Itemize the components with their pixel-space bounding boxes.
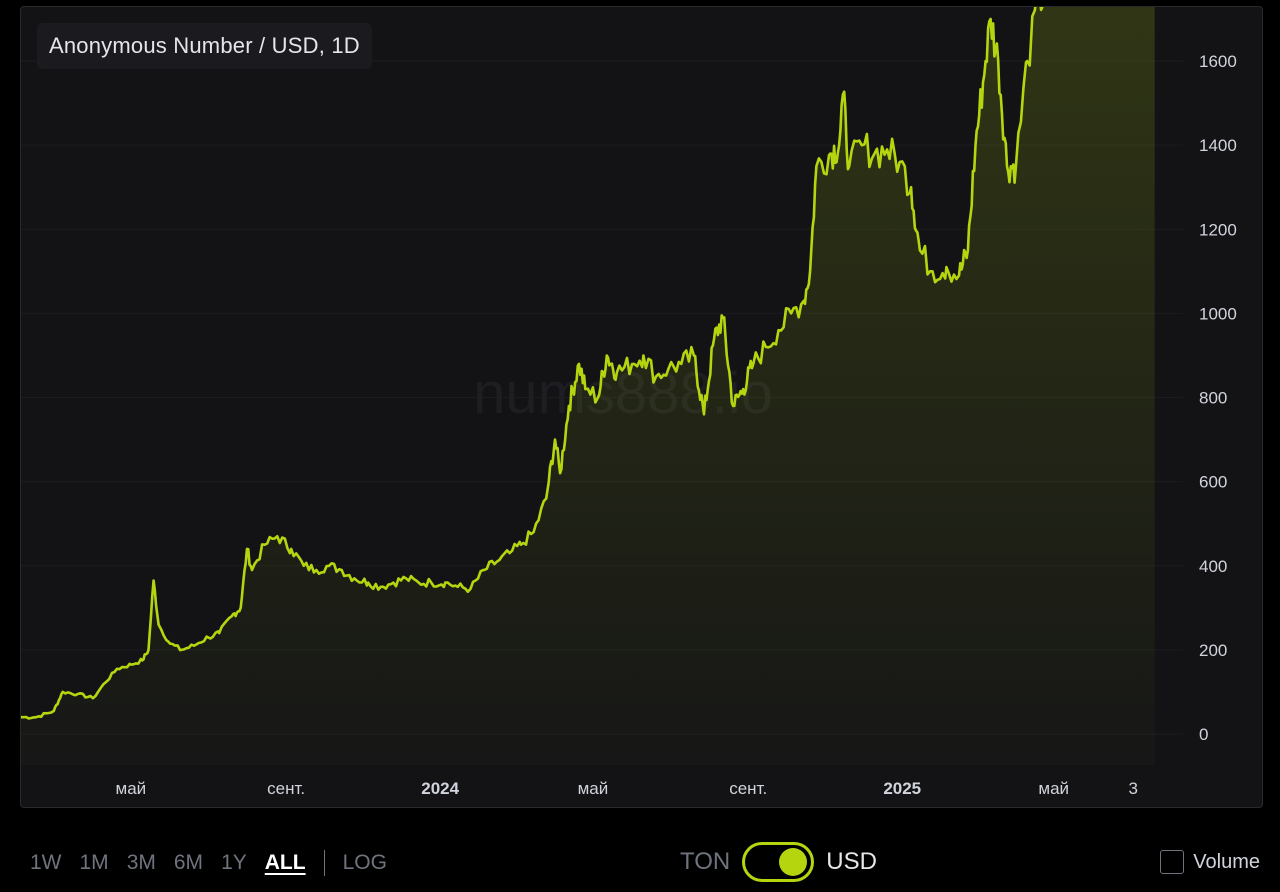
- volume-label: Volume: [1193, 850, 1260, 873]
- toggle-knob: [779, 848, 808, 876]
- volume-checkbox[interactable]: [1160, 850, 1185, 874]
- x-tick-label: май: [116, 779, 147, 798]
- y-tick-label: 200: [1199, 641, 1227, 660]
- x-tick-label: 2025: [883, 779, 921, 798]
- x-tick-label: май: [578, 779, 609, 798]
- chart-title: Anonymous Number / USD, 1D: [49, 33, 360, 58]
- y-tick-label: 800: [1199, 389, 1227, 408]
- timeframe-1w-button[interactable]: 1W: [30, 851, 62, 874]
- x-tick-label: сент.: [729, 779, 767, 798]
- x-tick-label: сент.: [267, 779, 305, 798]
- y-tick-label: 1400: [1199, 136, 1237, 155]
- x-tick-label: 3: [1129, 779, 1138, 798]
- chart-panel[interactable]: nums888.io020040060080010001200140016001…: [20, 6, 1263, 808]
- timeframe-3m-button[interactable]: 3M: [126, 851, 156, 874]
- y-tick-label: 400: [1199, 557, 1227, 576]
- price-line: [21, 7, 1044, 720]
- y-tick-label: 1000: [1199, 304, 1237, 323]
- y-tick-label: 1200: [1199, 220, 1237, 239]
- timeframe-1m-button[interactable]: 1M: [79, 851, 109, 874]
- x-tick-label: май: [1038, 779, 1069, 798]
- chart-toolbar: 1W 1M 3M 6M 1Y ALL LOG TON USD Volume: [0, 840, 1280, 886]
- timeframe-6m-button[interactable]: 6M: [173, 851, 204, 874]
- currency-usd-label[interactable]: USD: [826, 848, 877, 875]
- timeframe-selector: 1W 1M 3M 6M 1Y ALL LOG: [30, 850, 405, 876]
- timeframe-1y-button[interactable]: 1Y: [221, 851, 247, 874]
- currency-switch: TON USD: [680, 842, 877, 882]
- toolbar-divider: [323, 850, 325, 876]
- price-area: [21, 7, 1155, 765]
- price-chart[interactable]: nums888.io020040060080010001200140016001…: [21, 7, 1262, 807]
- volume-toggle[interactable]: Volume: [1160, 850, 1260, 874]
- chart-legend: Anonymous Number / USD, 1D: [37, 23, 372, 69]
- y-tick-label: 1600: [1199, 52, 1237, 71]
- y-tick-label: 0: [1199, 725, 1208, 744]
- currency-ton-label[interactable]: TON: [680, 848, 731, 875]
- y-tick-label: 600: [1199, 473, 1227, 492]
- currency-toggle[interactable]: [742, 842, 815, 882]
- timeframe-all-button[interactable]: ALL: [264, 851, 306, 874]
- x-tick-label: 2024: [421, 779, 459, 798]
- log-scale-button[interactable]: LOG: [342, 851, 387, 874]
